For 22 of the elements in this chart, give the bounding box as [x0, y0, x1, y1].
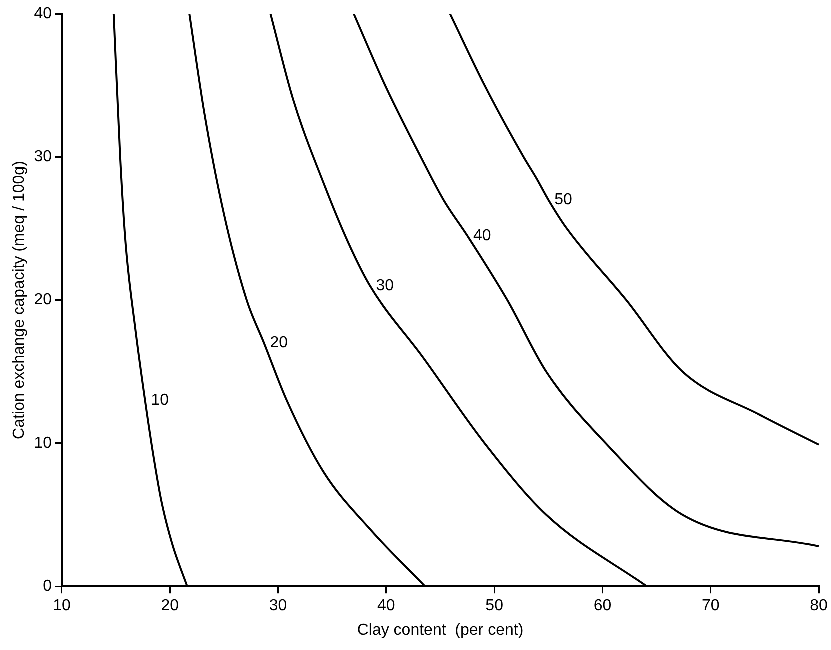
x-tick-label: 20	[161, 598, 180, 615]
x-tick-label: 80	[810, 598, 828, 615]
series-label: 40	[474, 227, 492, 244]
x-tick-label: 30	[269, 598, 288, 615]
x-tick-label: 50	[486, 598, 504, 615]
line-series	[449, 14, 819, 446]
x-axis-title: Clay content (per cent)	[357, 622, 524, 639]
x-tick-label: 60	[594, 598, 612, 615]
y-tick-label: 40	[34, 5, 52, 22]
line-series	[352, 14, 819, 548]
x-tick-label: 40	[378, 598, 396, 615]
series-label: 50	[554, 192, 573, 208]
series-label: 10	[151, 392, 170, 409]
x-tick-label: 10	[53, 598, 71, 615]
series-label: 30	[376, 277, 394, 294]
y-axis-title: Cation exchange capacity (meq / 100g)	[11, 161, 28, 440]
y-tick-label: 10	[34, 434, 52, 452]
y-tick-label: 0	[43, 578, 52, 596]
y-tick-label: 20	[34, 292, 52, 309]
series-label: 20	[270, 334, 288, 352]
y-tick-label: 30	[34, 148, 52, 166]
x-tick-label: 70	[702, 598, 720, 615]
